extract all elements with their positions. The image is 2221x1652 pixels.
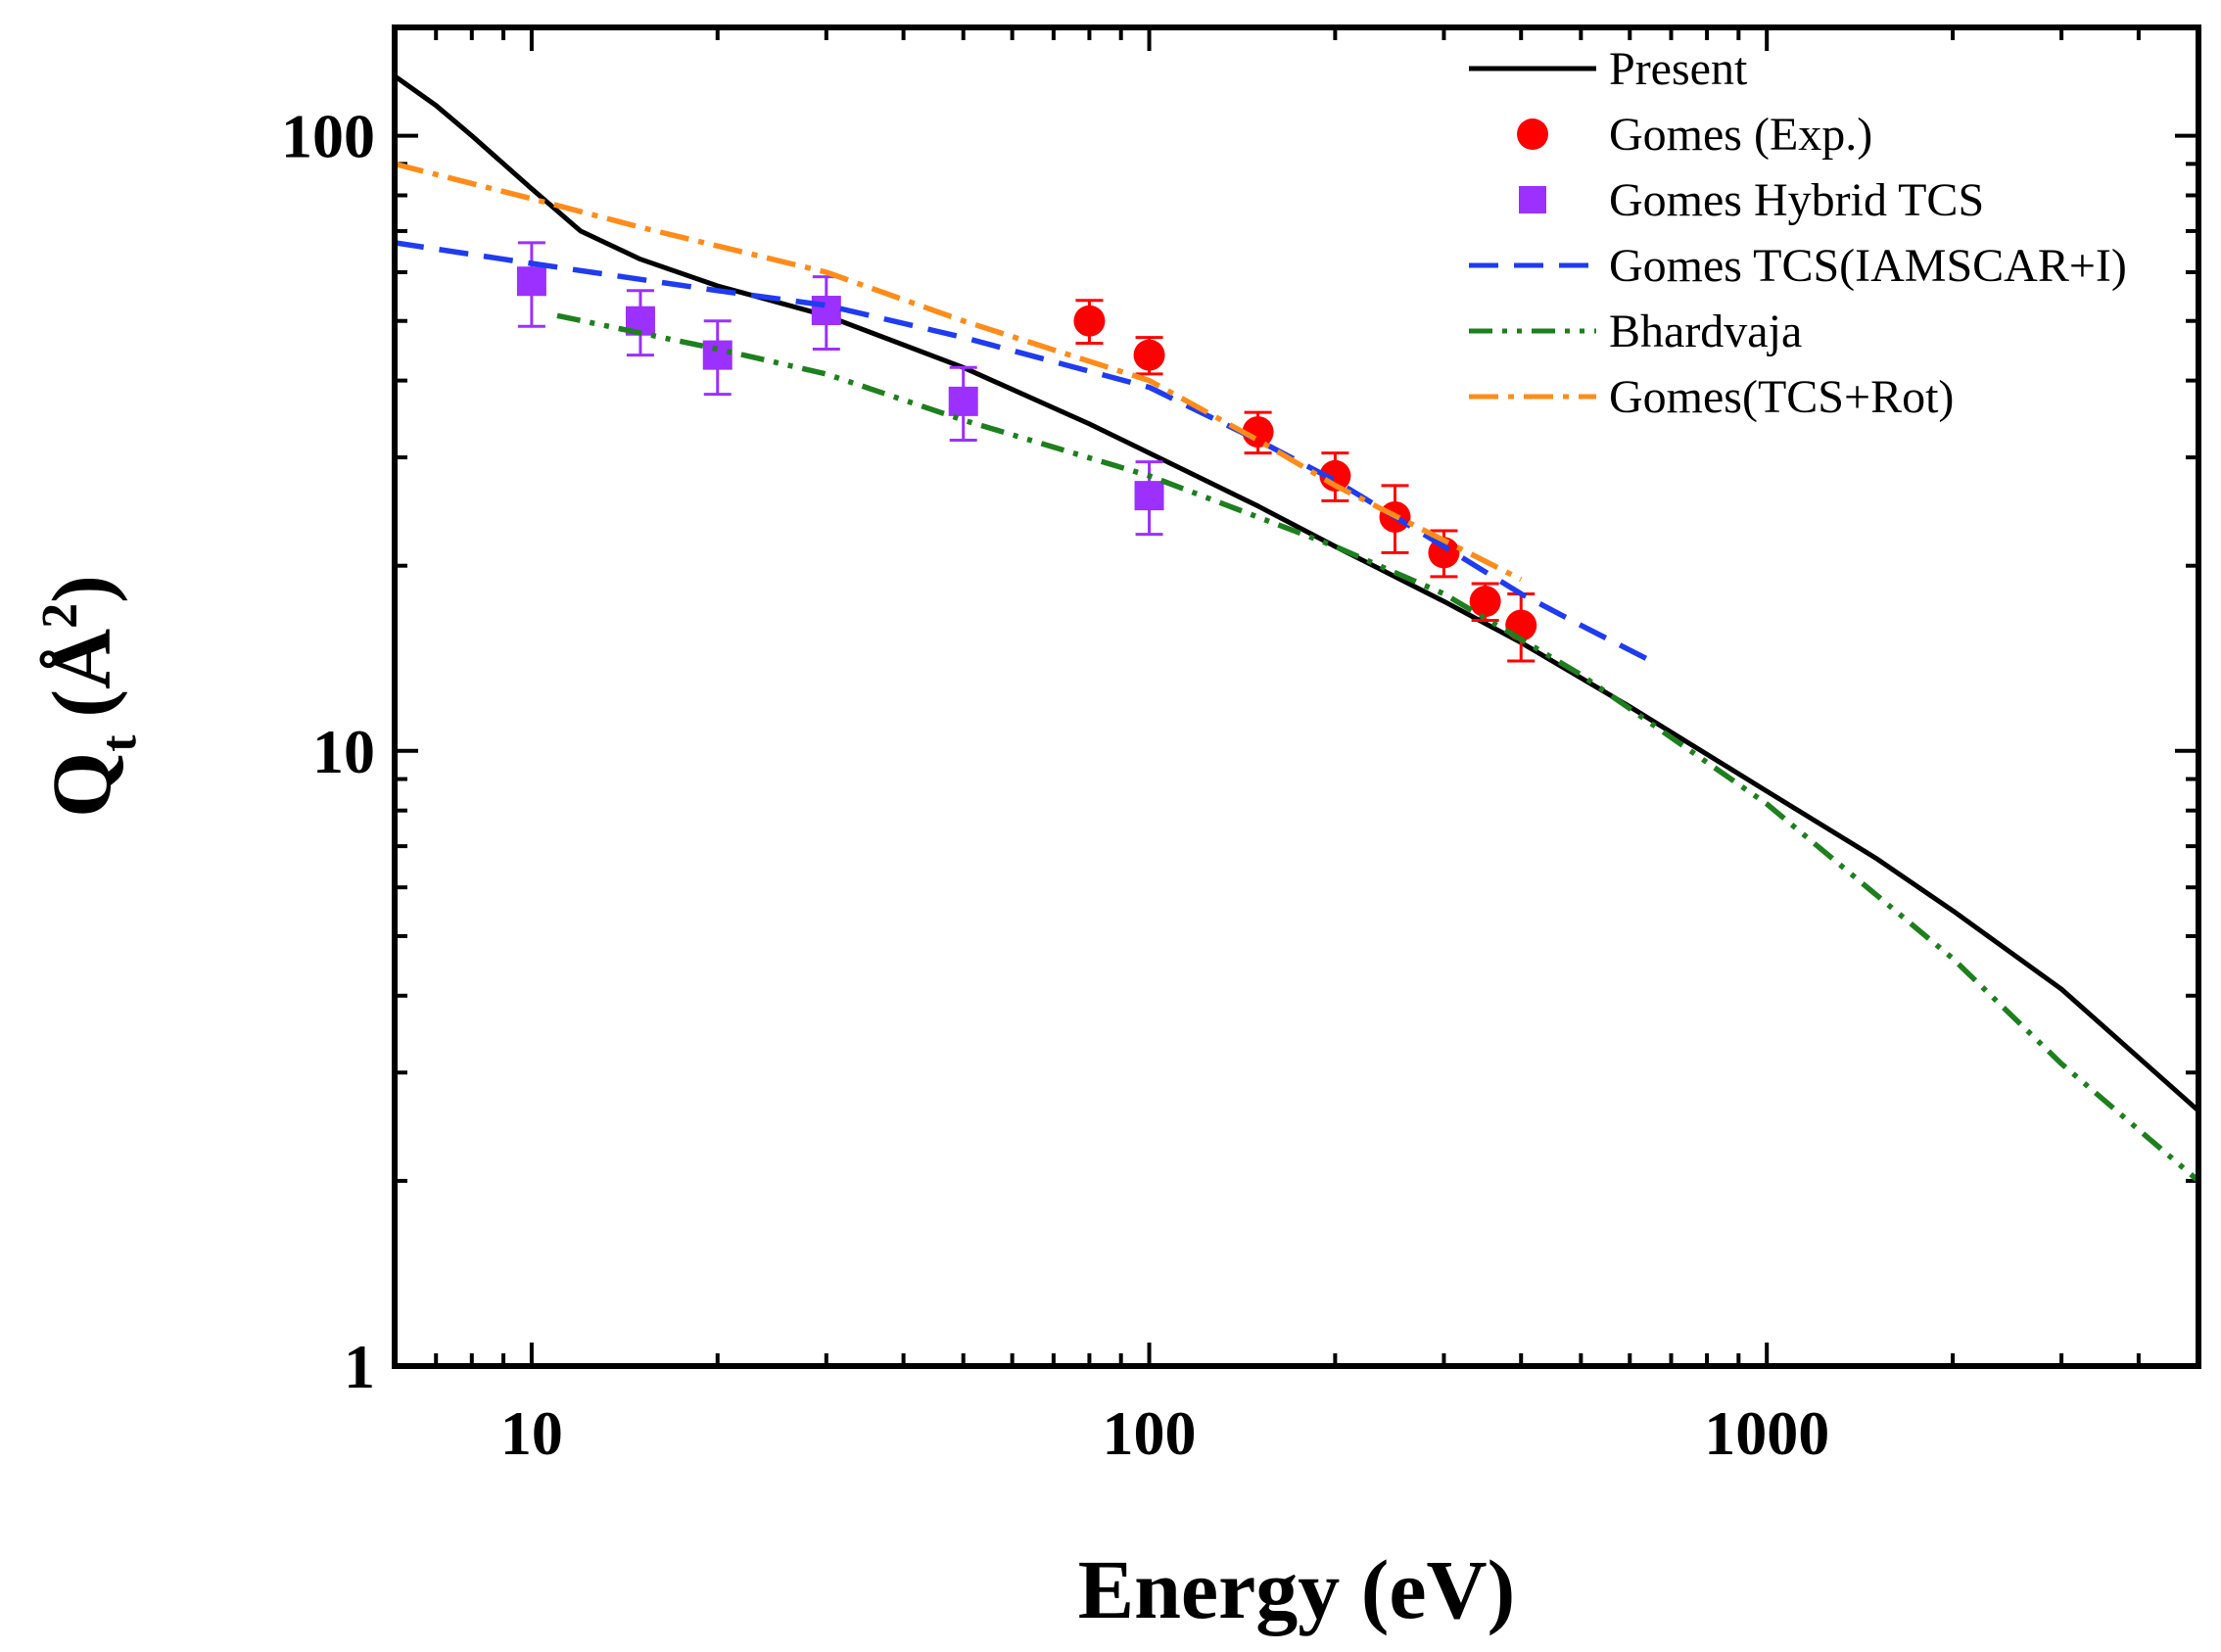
y-tick-label: 1: [344, 1332, 375, 1401]
legend-label-present: Present: [1609, 43, 1748, 95]
legend-marker-gomes-hybrid-tcs: [1519, 186, 1546, 213]
x-tick-label: 100: [1103, 1398, 1197, 1468]
data-point-gomes-hybrid-tcs: [811, 296, 841, 326]
y-tick-label: 100: [281, 102, 375, 171]
legend-label-gomes-tcs-rot: Gomes(TCS+Rot): [1609, 371, 1954, 423]
data-point-gomes-hybrid-tcs: [702, 340, 732, 370]
legend-label-gomes-hybrid-tcs: Gomes Hybrid TCS: [1609, 174, 1984, 226]
legend-label-gomes-tcs-iamscar-i: Gomes TCS(IAMSCAR+I): [1609, 240, 2127, 292]
y-tick-label: 10: [312, 717, 375, 786]
axis-ticks: [393, 27, 2200, 1368]
series-line-gomes-tcs-rot: [395, 161, 1523, 583]
legend-label-bhardvaja: Bhardvaja: [1609, 306, 1802, 357]
legend-marker-gomes-exp: [1517, 118, 1548, 150]
data-point-gomes-exp: [1073, 305, 1106, 337]
y-axis-title-superscript: 2: [32, 603, 88, 629]
data-point-gomes-hybrid-tcs: [1134, 481, 1164, 511]
x-axis-title: Energy (eV): [1078, 1542, 1516, 1636]
series-line-gomes-tcs-iamscar-i: [395, 240, 1653, 664]
series-layer: [395, 73, 2198, 1183]
data-point-gomes-exp: [1133, 339, 1165, 371]
data-point-gomes-exp: [1469, 586, 1501, 618]
data-point-gomes-hybrid-tcs: [948, 386, 978, 416]
series-line-present: [395, 73, 2198, 1113]
y-axis-title-subscript: t: [91, 734, 147, 752]
legend: Present Gomes (Exp.) Gomes Hybrid TCS Gomes…: [1469, 43, 2127, 423]
plot-frame: [392, 24, 2201, 1369]
series-line-bhardvaja: [556, 312, 2198, 1183]
y-axis-title: Qt(Å2): [32, 575, 147, 818]
x-tick-label: 10: [500, 1398, 563, 1468]
tick-labels: 10 100 1000 1 10 100: [281, 102, 1829, 1468]
x-tick-label: 1000: [1704, 1398, 1829, 1468]
data-point-gomes-hybrid-tcs: [516, 266, 546, 297]
data-point-gomes-exp: [1242, 416, 1274, 448]
legend-label-gomes-exp: Gomes (Exp.): [1609, 109, 1872, 161]
